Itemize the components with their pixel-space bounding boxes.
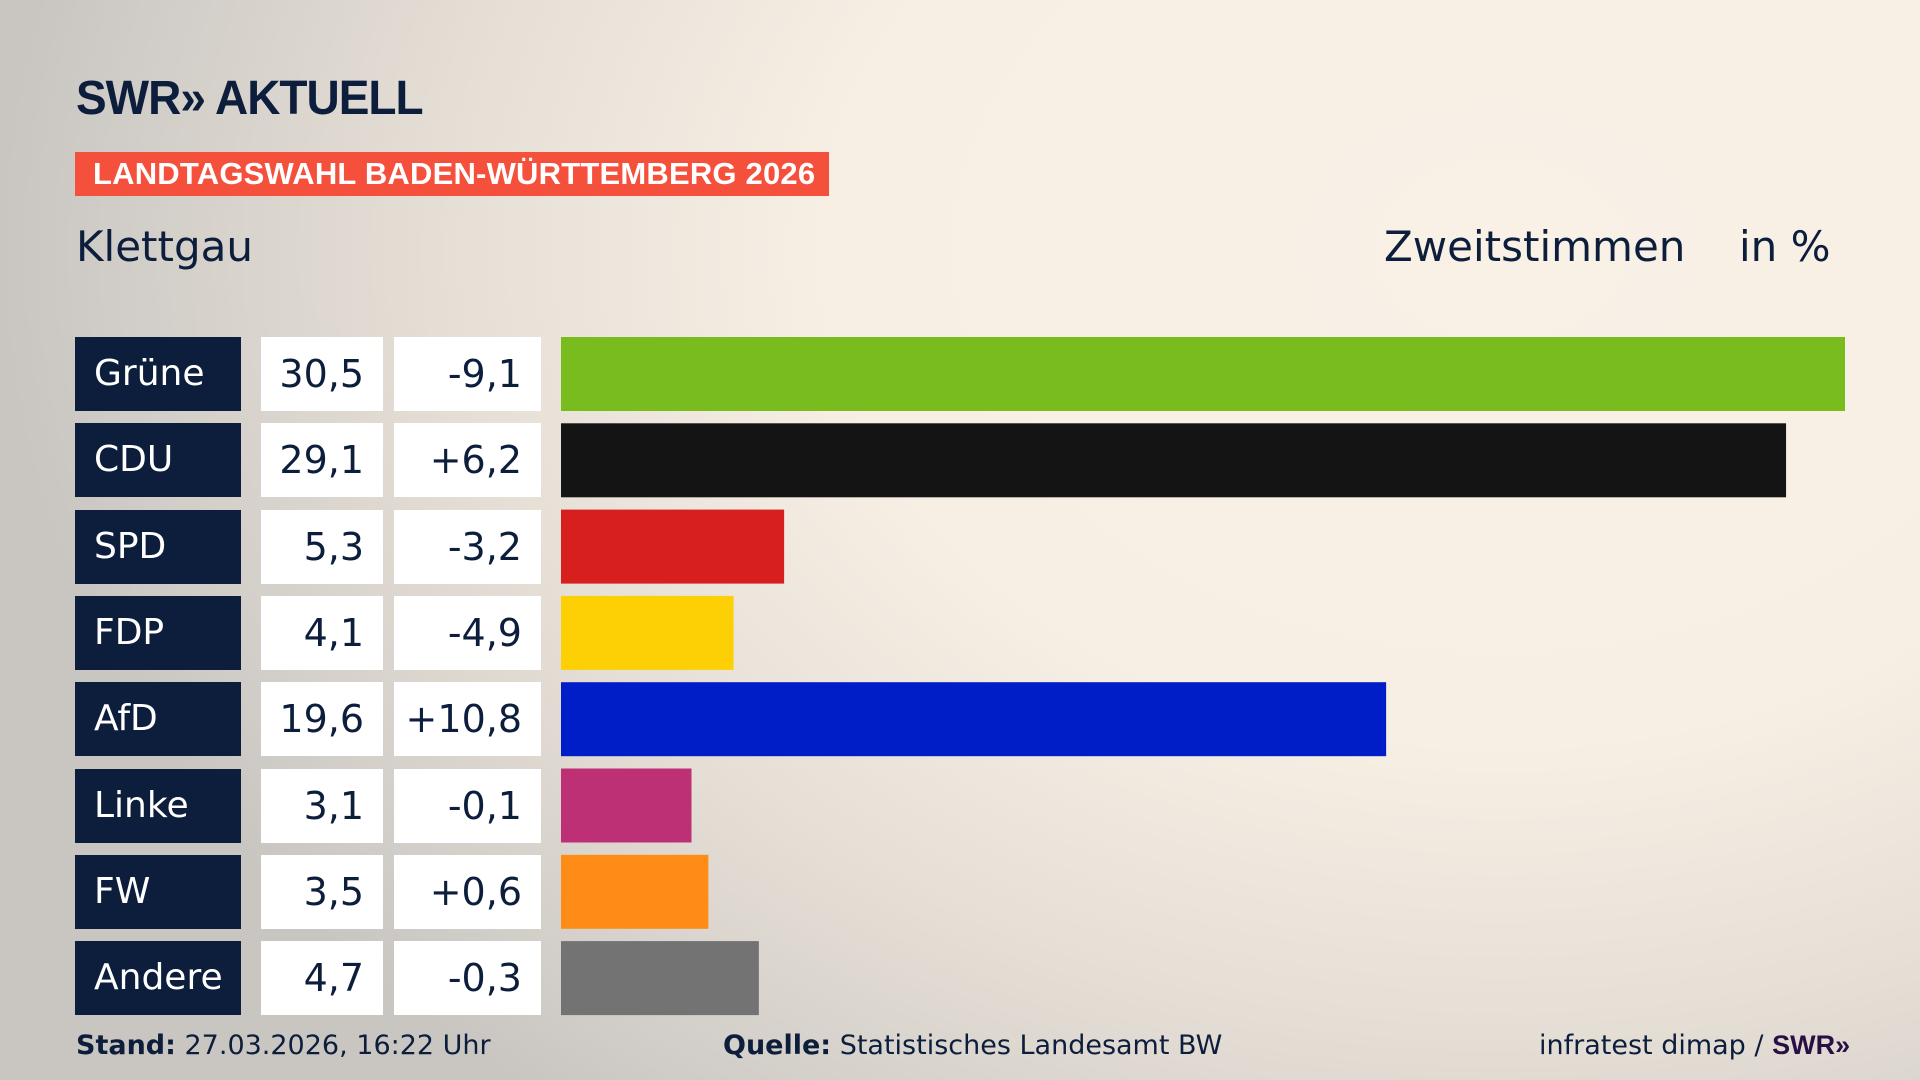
vote-change: -4,9	[394, 595, 541, 670]
bar-linke	[561, 768, 692, 843]
bar-gruene	[561, 337, 1845, 411]
stand-label: Stand:	[76, 1030, 176, 1061]
vote-share: 5,3	[261, 509, 383, 584]
vote-share: 19,6	[261, 682, 383, 757]
swr-aktuell-logo: SWR» AKTUELL	[76, 69, 424, 125]
vote-change: +0,6	[394, 854, 541, 929]
bar-spd	[561, 509, 785, 584]
source-label: Quelle:	[723, 1030, 832, 1061]
party-name: SPD	[75, 509, 241, 584]
region-title: Klettgau	[76, 222, 254, 271]
vote-share: 4,1	[261, 595, 383, 670]
party-name: FW	[75, 854, 241, 929]
election-banner: LANDTAGSWAHL BADEN-WÜRTTEMBERG 2026	[75, 152, 829, 196]
swr-logo: SWR»	[1772, 1030, 1851, 1060]
vote-share: 4,7	[261, 941, 383, 1016]
party-name: FDP	[75, 595, 241, 670]
vote-change: -0,3	[394, 941, 541, 1016]
unit-label: in %	[1739, 222, 1831, 271]
party-name: Grüne	[75, 337, 241, 411]
vote-type-label: Zweitstimmen	[1384, 222, 1686, 271]
vote-share: 30,5	[261, 337, 383, 411]
stand-value: 27.03.2026, 16:22 Uhr	[175, 1030, 491, 1061]
vote-change: -0,1	[394, 768, 541, 843]
bar-andere	[561, 941, 759, 1016]
vote-change: -3,2	[394, 509, 541, 584]
vote-change: +10,8	[394, 682, 541, 757]
bar-afd	[561, 682, 1387, 757]
bar-fdp	[561, 595, 734, 670]
party-name: Andere	[75, 941, 241, 1016]
source-value: Statistisches Landesamt BW	[831, 1030, 1223, 1061]
vote-share: 29,1	[261, 423, 383, 498]
timestamp: Stand: 27.03.2026, 16:22 Uhr	[76, 1030, 491, 1061]
source: Quelle: Statistisches Landesamt BW	[723, 1030, 1222, 1061]
bar-fw	[561, 854, 709, 929]
credit-text: infratest dimap /	[1539, 1030, 1773, 1061]
party-name: CDU	[75, 423, 241, 498]
credit: infratest dimap / SWR»	[1539, 1030, 1850, 1061]
vote-change: -9,1	[394, 337, 541, 411]
party-name: Linke	[75, 768, 241, 843]
vote-share: 3,1	[261, 768, 383, 843]
vote-share: 3,5	[261, 854, 383, 929]
bar-cdu	[561, 423, 1787, 498]
party-name: AfD	[75, 682, 241, 757]
vote-change: +6,2	[394, 423, 541, 498]
